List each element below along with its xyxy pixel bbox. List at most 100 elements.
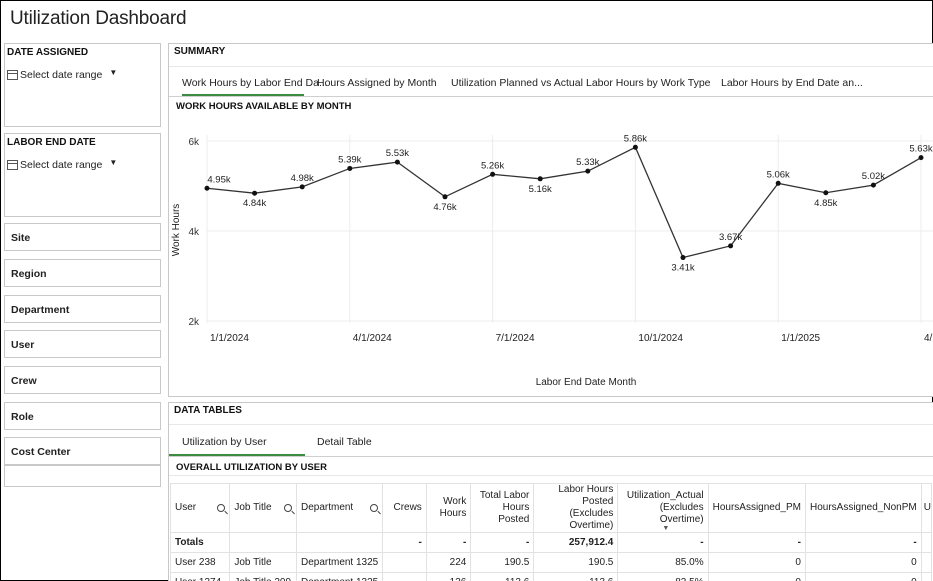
- data-label: 3.41k: [671, 263, 694, 274]
- filter-region[interactable]: Region: [4, 259, 161, 287]
- tab-utilization-by-user[interactable]: Utilization by User: [169, 436, 305, 456]
- col-work-hours[interactable]: Work Hours: [425, 483, 472, 533]
- col-job-title[interactable]: Job Title: [229, 483, 297, 533]
- data-label: 5.86k: [624, 133, 647, 144]
- labor-end-date-filter: LABOR END DATE Select date range ▼: [4, 133, 161, 217]
- filter-role[interactable]: Role: [4, 402, 161, 430]
- filter-site[interactable]: Site: [4, 223, 161, 251]
- data-label: 4.84k: [243, 198, 266, 209]
- data-label: 5.33k: [576, 157, 599, 168]
- col-labor-hours-excl-ot[interactable]: Labor Hours Posted (Excludes Overtime): [533, 483, 619, 533]
- filter-user[interactable]: User: [4, 330, 161, 358]
- labor-end-date-picker[interactable]: Select date range ▼: [5, 148, 160, 171]
- col-truncated[interactable]: U: [920, 483, 933, 533]
- cell-crews: [382, 552, 427, 573]
- tab-hours-assigned-by-month[interactable]: Hours Assigned by Month: [317, 77, 437, 89]
- totals-cell: 257,912.4: [533, 532, 619, 553]
- cell-truncated: [920, 552, 933, 573]
- summary-divider: [169, 66, 933, 67]
- data-point: [728, 243, 734, 249]
- data-point: [918, 155, 924, 161]
- table-row[interactable]: User 238 Job Title Department 1325 224 1…: [169, 552, 933, 573]
- data-point: [537, 176, 543, 182]
- filter-department[interactable]: Department: [4, 295, 161, 323]
- x-axis-label: Labor End Date Month: [536, 377, 637, 388]
- x-tick-label: 4/1/2024: [353, 333, 392, 344]
- labor-end-date-value: Select date range: [20, 159, 103, 171]
- x-tick-label: 10/1/2024: [638, 333, 683, 344]
- data-point: [775, 180, 781, 186]
- data-label: 5.39k: [338, 154, 361, 165]
- filter-cost-center[interactable]: Cost Center: [4, 437, 161, 465]
- table-tabs-divider: [169, 456, 933, 457]
- sort-desc-icon[interactable]: ▼: [662, 525, 670, 532]
- data-label: 4.85k: [814, 198, 837, 209]
- y-axis-label: Work Hours: [171, 204, 182, 257]
- x-tick-label: 7/1/2024: [496, 333, 535, 344]
- utilization-table: User Job Title Department Crews Work Hou…: [169, 483, 933, 581]
- data-label: 5.26k: [481, 160, 504, 171]
- col-hours-assigned-nonpm[interactable]: HoursAssigned_NonPM: [804, 483, 922, 533]
- data-label: 4.95k: [207, 174, 230, 185]
- totals-cell: [295, 532, 384, 553]
- table-header-row: User Job Title Department Crews Work Hou…: [169, 483, 933, 533]
- caret-down-icon[interactable]: ▼: [109, 157, 118, 167]
- calendar-icon: [7, 70, 18, 80]
- tab-labor-hours-by-work-type[interactable]: Labor Hours by Work Type: [586, 77, 711, 89]
- totals-cell: -: [804, 532, 922, 553]
- labor-end-date-title: LABOR END DATE: [7, 137, 96, 148]
- date-assigned-picker[interactable]: Select date range ▼: [5, 58, 160, 81]
- col-department[interactable]: Department: [295, 483, 384, 533]
- data-label: 5.16k: [529, 184, 552, 195]
- totals-cell: -: [425, 532, 472, 553]
- data-point: [870, 182, 876, 188]
- col-user[interactable]: User: [169, 483, 231, 533]
- col-utilization-actual[interactable]: Utilization_Actual (Excludes Overtime) ▼: [617, 483, 709, 533]
- search-icon[interactable]: [370, 504, 379, 512]
- search-icon[interactable]: [217, 504, 226, 512]
- chart-grid: [206, 135, 933, 323]
- cell-utilization-actual: 85.0%: [617, 552, 709, 573]
- col-total-labor-hours[interactable]: Total Labor Hours Posted: [470, 483, 535, 533]
- tab-detail-table[interactable]: Detail Table: [317, 436, 372, 448]
- summary-panel: SUMMARY: [168, 43, 933, 397]
- tab-work-hours-by-labor-end-date[interactable]: Work Hours by Labor End Da...: [182, 77, 328, 96]
- cell-work-hours: 224: [425, 552, 472, 573]
- data-tables-title: DATA TABLES: [174, 405, 242, 416]
- data-point: [585, 168, 591, 174]
- tabs-divider: [169, 96, 933, 97]
- cell-hours-assigned-pm: 0: [707, 572, 806, 581]
- cell-department: Department 1325: [295, 572, 384, 581]
- data-point: [823, 190, 829, 196]
- table-row[interactable]: User 1374 Job Title 209 Department 1325 …: [169, 572, 933, 581]
- cell-department: Department 1325: [295, 552, 384, 573]
- chart-title: WORK HOURS AVAILABLE BY MONTH: [176, 101, 352, 112]
- col-user-label: User: [175, 502, 197, 513]
- data-label: 4.98k: [291, 173, 314, 184]
- col-hours-assigned-pm[interactable]: HoursAssigned_PM: [707, 483, 806, 533]
- date-assigned-value: Select date range: [20, 69, 103, 81]
- data-point: [299, 184, 305, 190]
- search-icon[interactable]: [283, 504, 292, 512]
- col-crews[interactable]: Crews: [382, 483, 427, 533]
- caret-down-icon[interactable]: ▼: [109, 67, 118, 77]
- data-label: 5.06k: [767, 169, 790, 180]
- col-utilization-actual-label: Utilization_Actual (Excludes Overtime): [626, 490, 704, 525]
- data-label: 5.02k: [862, 171, 885, 182]
- data-point: [632, 144, 638, 150]
- tab-utilization-planned-vs-actual[interactable]: Utilization Planned vs Actual: [451, 77, 583, 89]
- calendar-icon: [7, 160, 18, 170]
- summary-title: SUMMARY: [174, 46, 226, 57]
- data-point: [252, 190, 258, 196]
- cell-hours-assigned-nonpm: 0: [804, 572, 922, 581]
- cell-utilization-actual: 83.5%: [617, 572, 709, 581]
- filter-crew[interactable]: Crew: [4, 366, 161, 394]
- data-point: [442, 194, 448, 200]
- y-tick-label: 6k: [188, 137, 200, 148]
- cell-hours-assigned-pm: 0: [707, 552, 806, 573]
- tab-labor-hours-by-end-date[interactable]: Labor Hours by End Date an...: [721, 77, 863, 89]
- data-label: 4.76k: [433, 202, 456, 213]
- y-tick-label: 4k: [188, 227, 200, 238]
- x-tick-label: 4/1: [924, 333, 933, 344]
- x-tick-label: 1/1/2025: [781, 333, 820, 344]
